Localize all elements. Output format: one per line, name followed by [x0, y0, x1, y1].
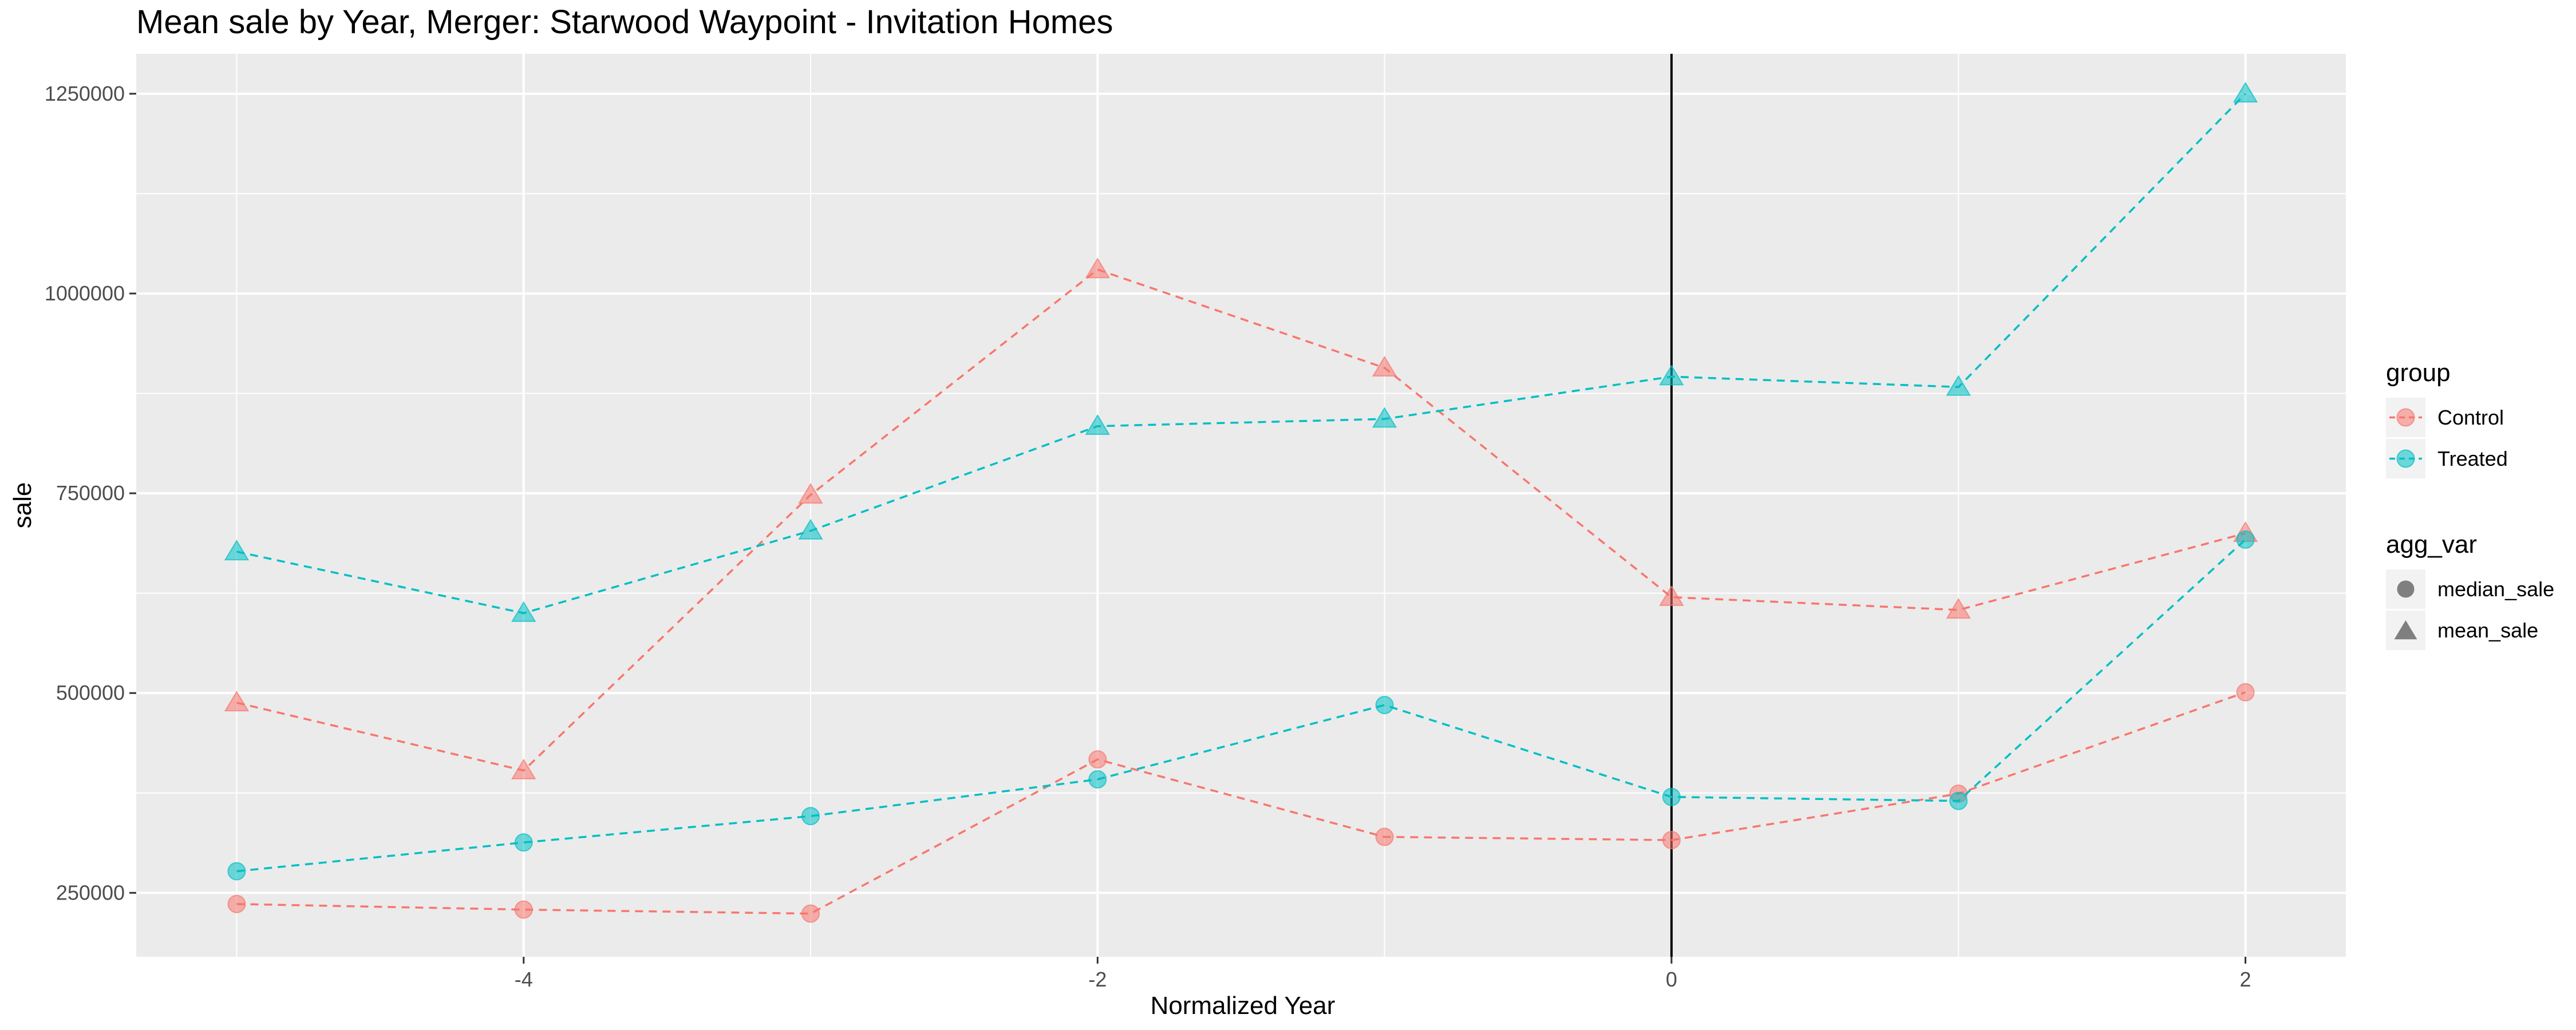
legend-label-median-sale: median_sale: [2437, 577, 2554, 601]
x-axis-title: Normalized Year: [1151, 992, 1336, 1020]
x-tick-label: 2: [2240, 968, 2251, 991]
data-point: [1088, 750, 1107, 769]
data-point: [1662, 831, 1681, 850]
legend-key-point: [2394, 620, 2417, 640]
series-line: [236, 691, 2246, 915]
data-point: [798, 482, 823, 504]
series-control-median-sale: [227, 683, 2255, 923]
data-point: [224, 690, 250, 712]
legend-key-treated: [2386, 439, 2425, 478]
y-tick-label: 1000000: [45, 282, 125, 305]
x-tick-label: -2: [1088, 968, 1107, 991]
data-point: [801, 904, 820, 923]
data-point: [2236, 530, 2255, 549]
series-treated-mean-sale: [224, 81, 2258, 622]
data-point: [1375, 827, 1394, 846]
data-point: [514, 900, 533, 919]
data-point: [1085, 258, 1111, 279]
legend-key-control: [2386, 398, 2425, 437]
data-point: [1085, 414, 1111, 435]
legend-label-treated: Treated: [2437, 447, 2508, 470]
plot-panel: [136, 54, 2346, 957]
legend-key-point: [2396, 408, 2415, 427]
data-point: [798, 518, 823, 540]
legend-title-group: group: [2386, 359, 2451, 387]
legend-key-point: [2396, 449, 2415, 468]
data-point: [1659, 585, 1684, 606]
series-line: [236, 538, 2246, 873]
series-treated-median-sale: [227, 530, 2255, 881]
data-point: [1949, 791, 1968, 810]
x-tick-label: -4: [515, 968, 533, 991]
y-tick-label: 500000: [56, 681, 125, 704]
y-axis-title: sale: [9, 482, 37, 529]
data-point: [227, 894, 246, 913]
data-point: [511, 758, 536, 779]
data-point: [1372, 407, 1397, 428]
data-point: [511, 601, 536, 622]
chart-title: Mean sale by Year, Merger: Starwood Wayp…: [136, 3, 1113, 41]
y-tick-label: 250000: [56, 881, 125, 904]
data-point: [1946, 597, 1971, 619]
data-point: [1088, 770, 1107, 789]
series-line: [236, 268, 2246, 772]
data-point: [224, 540, 250, 561]
data-point: [227, 862, 246, 881]
legend: group Control Treated agg_var median_salemea…: [2386, 359, 2554, 650]
y-tick-label: 750000: [56, 481, 125, 505]
y-tick-label: 1250000: [45, 82, 125, 105]
legend-label-mean-sale: mean_sale: [2437, 619, 2538, 642]
data-point: [514, 833, 533, 852]
x-tick-label: 0: [1666, 968, 1677, 991]
legend-label-control: Control: [2437, 406, 2504, 429]
panel-background: [136, 54, 2346, 957]
data-point: [1659, 365, 1684, 386]
data-point: [2236, 683, 2255, 702]
data-point: [2233, 81, 2258, 103]
legend-key-mean-sale: [2386, 611, 2425, 650]
legend-key-point: [2397, 580, 2415, 598]
data-point: [801, 807, 820, 826]
data-point: [1375, 696, 1394, 715]
legend-key-median-sale: [2386, 569, 2425, 609]
data-point: [1946, 375, 1971, 396]
legend-title-agg-var: agg_var: [2386, 530, 2477, 558]
data-point: [1662, 787, 1681, 806]
data-point: [1372, 355, 1397, 377]
